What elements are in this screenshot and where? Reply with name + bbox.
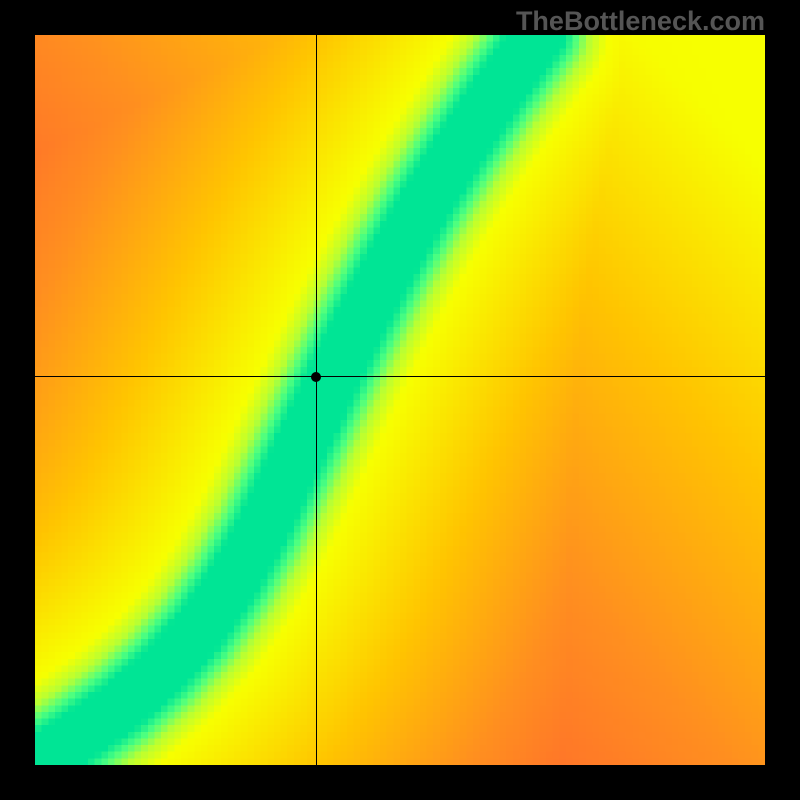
crosshair-marker [311,372,321,382]
watermark-text: TheBottleneck.com [516,6,765,37]
crosshair-horizontal [35,376,765,377]
heatmap-canvas [35,35,765,765]
chart-root: TheBottleneck.com [0,0,800,800]
crosshair-vertical [316,35,317,765]
